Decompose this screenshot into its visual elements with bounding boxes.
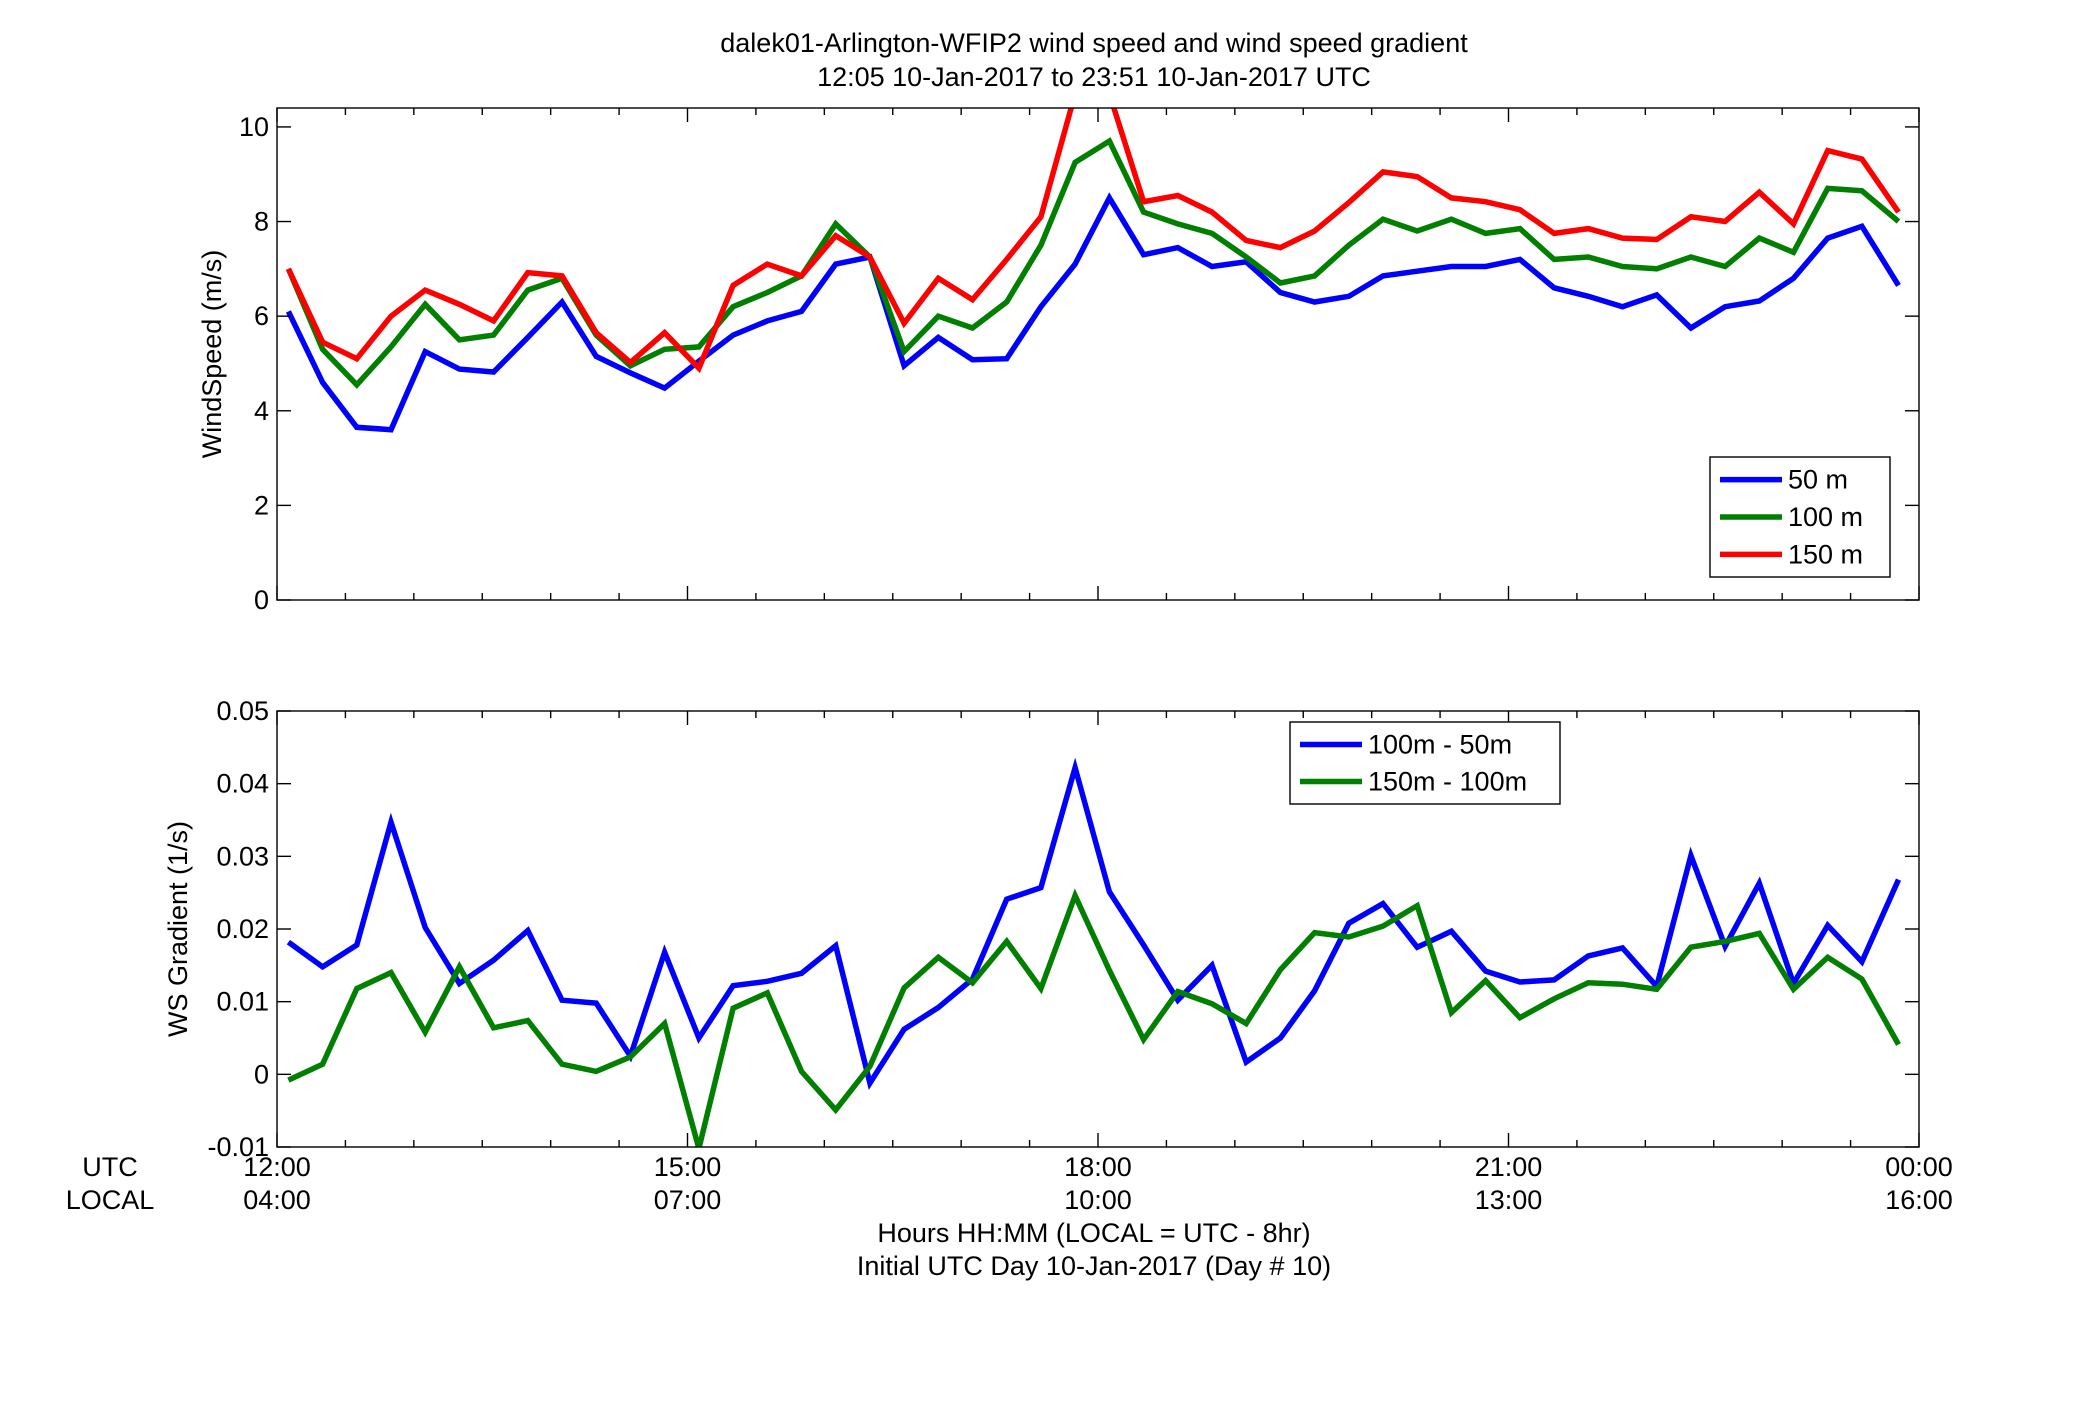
legend: 100m - 50m 150m - 100m [1289,721,1561,805]
x-tick-label-local: 04:00 [243,1185,311,1215]
y-tick-label: 6 [254,301,269,331]
y-axis-label: WS Gradient (1/s) [163,821,193,1037]
x-axis-label-line2: Initial UTC Day 10-Jan-2017 (Day # 10) [857,1251,1331,1281]
x-tick-label-local: 07:00 [654,1185,722,1215]
legend-label: 50 m [1788,465,1848,495]
y-axis-label: WindSpeed (m/s) [197,250,227,459]
y-tick-label: 0.04 [216,769,269,799]
legend: 50 m 100 m 150 m [1709,456,1891,578]
series-line-150-m [285,108,1901,374]
x-tick-label-utc: 21:00 [1475,1152,1543,1182]
row-label-utc: UTC [82,1152,138,1182]
series-line-50-m [285,192,1901,433]
x-axis-label-line1: Hours HH:MM (LOCAL = UTC - 8hr) [877,1218,1310,1248]
y-tick-label: 0.05 [216,696,269,726]
y-tick-label: 0.03 [216,841,269,871]
row-label-local: LOCAL [66,1185,155,1215]
legend-label: 100 m [1788,502,1863,532]
series-line-100m-50m [286,757,1902,1090]
x-tick-label-local: 13:00 [1475,1185,1543,1215]
y-tick-label: 0.01 [216,987,269,1017]
figure-title-line1: dalek01-Arlington-WFIP2 wind speed and w… [720,28,1468,58]
y-tick-label: 2 [254,490,269,520]
x-tick-label-utc: 00:00 [1885,1152,1953,1182]
x-tick-label-utc: 18:00 [1064,1152,1132,1182]
figure-title-line2: 12:05 10-Jan-2017 to 23:51 10-Jan-2017 U… [817,62,1371,92]
y-tick-label: 8 [254,207,269,237]
x-tick-label-utc: 12:00 [243,1152,311,1182]
legend-label: 150m - 100m [1368,767,1527,797]
legend-box [1289,721,1561,805]
x-tick-label-local: 16:00 [1885,1185,1953,1215]
legend-label: 100m - 50m [1368,730,1512,760]
y-tick-label: 0.02 [216,914,269,944]
x-tick-label-local: 10:00 [1064,1185,1132,1215]
y-tick-label: 4 [254,396,269,426]
x-tick-label-utc: 15:00 [654,1152,722,1182]
axes-frame [276,107,1920,601]
legend-label: 150 m [1788,539,1863,569]
y-tick-label: 0 [254,585,269,615]
y-tick-label: 0 [254,1059,269,1089]
y-tick-label: 10 [239,112,269,142]
series-line-150m-100m [287,888,1901,1147]
series-line-100-m [285,137,1901,389]
y-tick-label: -0.01 [207,1132,269,1162]
windspeed-panel: 0 2 4 6 8 10 WindSpeed (m/s) 50 m 100 m 150 m [197,107,1920,615]
